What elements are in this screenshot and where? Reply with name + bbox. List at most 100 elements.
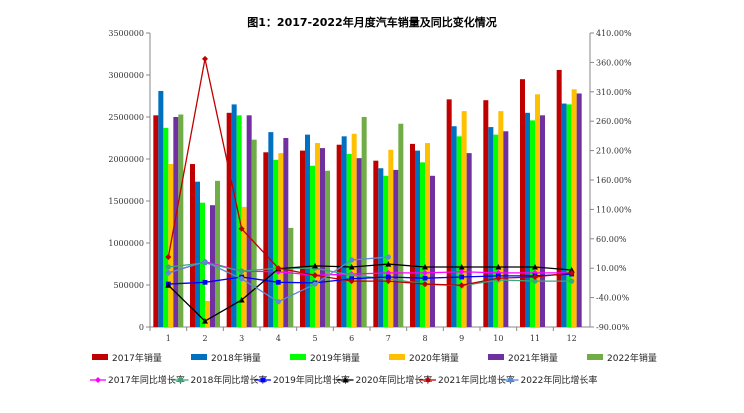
legend-label: 2022年销量 (607, 352, 657, 364)
legend-swatch (389, 354, 405, 360)
legend-item: 2021年同比增长率 (420, 374, 515, 386)
point-2021年同比增长率 (165, 254, 172, 261)
point-2021年同比增长率 (532, 274, 538, 281)
bar-2019年销量 (383, 175, 389, 327)
point-2020年同比增长率 (532, 264, 538, 270)
bar-2019年销量 (530, 120, 535, 327)
point-2018年同比增长率 (165, 264, 171, 270)
right-tick-label: 310.00% (596, 88, 632, 97)
bar-2019年销量 (236, 115, 242, 327)
legend-label: 2022年同比增长率 (521, 374, 598, 386)
point-2022年同比增长率 (165, 270, 171, 276)
bar-2020年销量 (498, 111, 504, 328)
x-tick-label: 11 (530, 334, 540, 343)
point-2021年同比增长率 (275, 265, 282, 272)
bar-2018年销量 (451, 126, 457, 328)
x-tick-label: 12 (567, 334, 577, 343)
left-tick-label: 3500000 (108, 29, 144, 38)
left-tick-label: 2500000 (108, 113, 144, 122)
legend-swatch (290, 354, 306, 360)
point-2019年同比增长率 (459, 274, 465, 280)
legend-label: 2018年同比增长率 (191, 374, 268, 386)
bar-2021年销量 (320, 148, 325, 327)
legend-label: 2021年同比增长率 (438, 374, 515, 386)
right-tick-label: -90.00% (596, 323, 630, 332)
point-2020年同比增长率 (312, 262, 318, 269)
legend-swatch (488, 354, 504, 360)
point-2021年同比增长率 (202, 55, 208, 62)
bar-2022年销量 (325, 170, 330, 327)
legend-item: 2020年同比增长率 (337, 374, 432, 386)
bar-2021年销量 (283, 138, 289, 327)
bar-2019年销量 (493, 134, 499, 327)
legend-label: 2019年销量 (310, 352, 360, 364)
line-2019年同比增长率 (168, 273, 572, 285)
bar-2017年销量 (336, 144, 342, 327)
bar-2020年销量 (461, 111, 467, 328)
bar-2021年销量 (393, 169, 399, 327)
bar-2017年销量 (263, 152, 269, 327)
point-2020年同比增长率 (385, 261, 392, 267)
point-2022年同比增长率 (239, 276, 245, 282)
legend-marker (260, 377, 266, 383)
bar-2017年销量 (153, 115, 159, 327)
legend-swatch (587, 354, 603, 360)
bar-2022年销量 (361, 117, 367, 327)
chart-title: 图1：2017-2022年月度汽车销量及同比变化情况 (247, 15, 496, 29)
line-2020年同比增长率 (167, 263, 572, 322)
bar-2018年销量 (305, 134, 310, 327)
line-2021年同比增长率 (167, 58, 572, 286)
right-tick-label: 210.00% (596, 147, 632, 156)
legend-marker (507, 377, 514, 383)
right-tick-label: 10.00% (596, 264, 627, 273)
point-2019年同比增长率 (275, 279, 281, 285)
legend-item: 2017年同比增长率 (90, 374, 185, 386)
legend-label: 2017年同比增长率 (108, 374, 185, 386)
legend-label: 2021年销量 (508, 352, 558, 364)
bar-2018年销量 (415, 150, 420, 327)
point-2017年同比增长率 (422, 269, 428, 276)
point-2022年同比增长率 (275, 299, 281, 305)
bar-2020年销量 (205, 300, 210, 327)
bar-2019年销量 (346, 153, 352, 327)
point-2020年同比增长率 (458, 264, 465, 270)
left-tick-label: 2000000 (108, 155, 144, 164)
bar-2019年销量 (200, 202, 205, 327)
x-tick-label: 8 (422, 334, 427, 343)
left-tick-label: 1000000 (108, 239, 144, 248)
bar-2021年销量 (576, 93, 582, 327)
bar-2018年销量 (561, 103, 567, 327)
bar-2017年销量 (520, 79, 525, 327)
x-tick-label: 5 (312, 334, 317, 343)
point-2021年同比增长率 (312, 272, 318, 279)
bar-2021年销量 (356, 158, 362, 327)
point-2020年同比增长率 (165, 282, 172, 288)
point-2019年同比增长率 (422, 275, 428, 281)
point-2021年同比增长率 (458, 282, 465, 289)
bar-2019年销量 (273, 159, 279, 327)
bar-2018年销量 (525, 112, 530, 327)
legend-item: 2019年销量 (290, 352, 360, 364)
bar-2022年销量 (215, 180, 220, 327)
x-tick-label: 2 (202, 334, 207, 343)
legend-label: 2018年销量 (211, 352, 261, 364)
legend-label: 2020年销量 (409, 352, 459, 364)
point-2022年同比增长率 (349, 257, 355, 263)
point-2017年同比增长率 (385, 269, 392, 276)
bar-2021年销量 (246, 115, 252, 327)
x-tick-label: 3 (239, 334, 244, 343)
right-tick-label: 360.00% (596, 58, 632, 67)
bar-2018年销量 (488, 127, 494, 327)
bar-2018年销量 (268, 132, 274, 327)
legend-label: 2017年销量 (112, 352, 162, 364)
bar-2022年销量 (251, 139, 257, 327)
point-2022年同比增长率 (312, 281, 318, 287)
bar-2021年销量 (466, 153, 472, 327)
bar-2017年销量 (556, 69, 562, 328)
x-tick-label: 6 (349, 334, 354, 343)
bar-2018年销量 (341, 136, 347, 327)
legend-label: 2019年同比增长率 (273, 374, 350, 386)
x-tick-label: 9 (459, 334, 464, 343)
legend-swatch (191, 354, 207, 360)
point-2021年同比增长率 (385, 278, 392, 285)
